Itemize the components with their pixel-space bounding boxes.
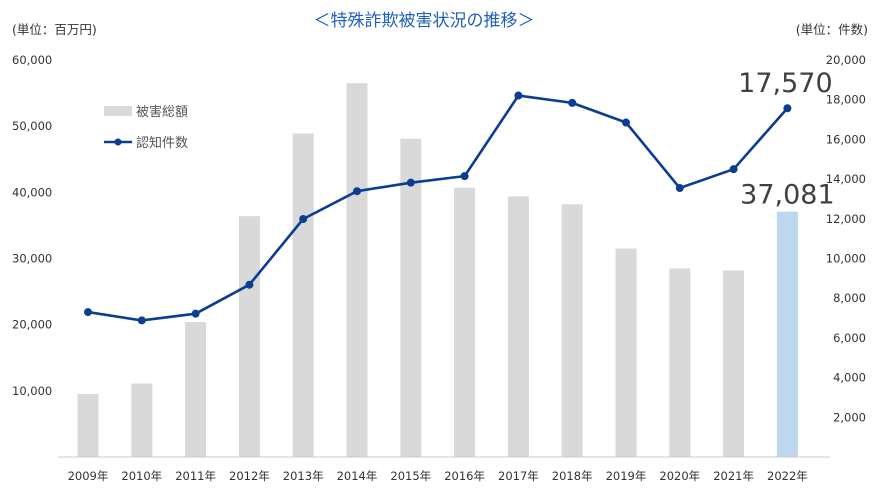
cases-point-2015年 xyxy=(406,178,415,187)
right-tick-label: 10,000 xyxy=(826,252,866,266)
cases-line xyxy=(87,94,789,322)
cases-point-2011年 xyxy=(191,309,200,318)
category-label: 2020年 xyxy=(659,469,700,483)
category-label: 2014年 xyxy=(337,469,378,483)
right-axis: 2,000 4,000 6,000 8,000 10,000 12,000 14,000 16… xyxy=(826,53,866,424)
right-tick-label: 16,000 xyxy=(826,132,866,146)
right-axis-unit-label: (単位：件数) xyxy=(796,22,868,37)
bar-2013年 xyxy=(292,133,314,457)
bar-2021年 xyxy=(723,270,745,457)
left-tick-label: 20,000 xyxy=(12,318,52,332)
line-series-cases xyxy=(84,91,792,325)
left-tick-label: 10,000 xyxy=(12,384,52,398)
chart-title: ＜特殊詐欺被害状況の推移＞ xyxy=(314,11,535,31)
cases-point-2019年 xyxy=(622,118,630,127)
bar-2011年 xyxy=(185,322,207,457)
bar-2015年 xyxy=(400,138,422,457)
bar-2010年 xyxy=(131,383,153,457)
right-tick-label: 12,000 xyxy=(826,212,866,226)
category-label: 2016年 xyxy=(444,469,485,483)
left-axis-unit-label: (単位：百万円) xyxy=(12,22,97,37)
category-label: 2022年 xyxy=(767,469,808,483)
cases-point-2014年 xyxy=(353,187,361,196)
category-label: 2021年 xyxy=(713,469,754,483)
cases-point-2016年 xyxy=(460,172,469,181)
cases-point-2009年 xyxy=(84,308,92,317)
bar-2020年 xyxy=(669,268,691,457)
right-tick-label: 14,000 xyxy=(826,172,866,186)
bar-2018年 xyxy=(561,204,583,457)
right-tick-label: 8,000 xyxy=(833,291,866,305)
category-label: 2009年 xyxy=(68,469,109,483)
cases-point-2018年 xyxy=(568,98,577,107)
category-label: 2015年 xyxy=(390,469,431,483)
x-axis: 2009年 2010年 2011年 2012年 2013年 2014年 2015年 2016年… xyxy=(68,469,808,483)
legend-bar-label: 被害総額 xyxy=(136,104,188,120)
legend-bar-swatch xyxy=(104,106,132,116)
cases-point-2010年 xyxy=(137,316,146,325)
cases-point-2022年 xyxy=(783,104,792,113)
legend-line-label: 認知件数 xyxy=(136,135,188,151)
cases-point-2021年 xyxy=(729,165,738,174)
category-label: 2017年 xyxy=(498,469,539,483)
category-label: 2013年 xyxy=(283,469,324,483)
callout-damage-2022: 37,081 xyxy=(740,180,834,211)
category-label: 2019年 xyxy=(606,469,647,483)
bar-2012年 xyxy=(238,216,260,457)
right-tick-label: 2,000 xyxy=(833,410,866,424)
legend: 被害総額 認知件数 xyxy=(104,104,188,151)
bar-2016年 xyxy=(454,187,476,457)
cases-point-2020年 xyxy=(675,184,684,193)
bar-series-damage xyxy=(77,83,798,458)
bar-2019年 xyxy=(615,248,637,457)
left-tick-label: 50,000 xyxy=(12,119,52,133)
left-axis: 10,000 20,000 30,000 40,000 50,000 60,000 xyxy=(12,53,52,398)
cases-point-2017年 xyxy=(514,91,523,100)
cases-point-2013年 xyxy=(299,214,308,223)
bar-2017年 xyxy=(507,196,529,457)
bar-2022年 xyxy=(776,211,798,457)
left-tick-label: 60,000 xyxy=(12,53,52,67)
right-tick-label: 20,000 xyxy=(826,53,866,67)
left-tick-label: 30,000 xyxy=(12,252,52,266)
right-tick-label: 4,000 xyxy=(833,371,866,385)
cases-point-2012年 xyxy=(245,280,254,289)
bar-2009年 xyxy=(77,394,99,457)
legend-line-marker xyxy=(114,138,122,146)
right-tick-label: 18,000 xyxy=(826,93,866,107)
category-label: 2018年 xyxy=(552,469,593,483)
right-tick-label: 6,000 xyxy=(833,331,866,345)
bar-2014年 xyxy=(346,83,368,458)
category-label: 2010年 xyxy=(121,469,162,483)
category-label: 2012年 xyxy=(229,469,270,483)
left-tick-label: 40,000 xyxy=(12,185,52,199)
category-label: 2011年 xyxy=(175,469,216,483)
callout-cases-2022: 17,570 xyxy=(738,68,832,99)
